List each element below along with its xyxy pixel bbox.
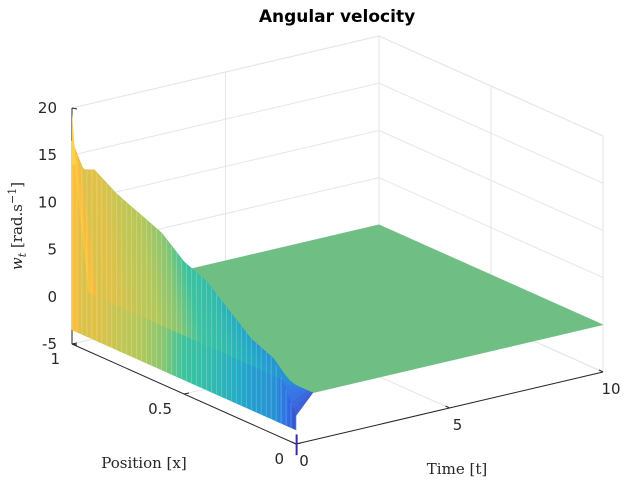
- tick-labels: 0 5 10 0 0.5 1-5 0 5 10 15 20: [38, 99, 621, 470]
- x-tick-label: 10: [601, 380, 620, 398]
- x-tick-mark: [598, 369, 604, 373]
- z-axis-label-sub: t: [16, 252, 29, 257]
- top-frame: [71, 35, 604, 137]
- z-tick-mark: [71, 343, 78, 346]
- z-axis-label: wt [rad.s−1]: [6, 182, 29, 270]
- z-tick-label: 15: [38, 146, 57, 164]
- z-tick-label: 0: [47, 288, 57, 306]
- z-tick-label: -5: [42, 335, 57, 353]
- z-tick-mark: [71, 107, 78, 110]
- z-gridline: [71, 82, 604, 184]
- z-axis-label-bracket-close: ]: [8, 182, 26, 188]
- z-tick-label: 20: [38, 99, 57, 117]
- z-axis-label-sup: −1: [6, 188, 19, 204]
- surface-spike: [72, 112, 76, 165]
- z-axis-label-bracket-open: [rad.s: [8, 204, 26, 253]
- z-tick-label: 10: [38, 193, 57, 211]
- y-tick-label: 0: [274, 450, 284, 468]
- surface: [71, 112, 604, 456]
- surface-strip: [278, 371, 282, 424]
- z-axis-label-base: w: [8, 257, 26, 270]
- y-tick-label: 1: [50, 350, 60, 368]
- chart-title: Angular velocity: [259, 7, 415, 27]
- x-tick-label: 0: [299, 452, 309, 470]
- x-tick-label: 5: [453, 416, 463, 434]
- surface-strip: [280, 377, 284, 425]
- y-axis-label: Position [x]: [101, 454, 186, 472]
- x-tick-mark: [445, 405, 450, 409]
- surface-strip: [283, 383, 287, 426]
- y-tick-label: 0.5: [148, 400, 172, 418]
- z-tick-label: 5: [47, 241, 57, 259]
- y-tick-mark: [183, 392, 190, 395]
- z-gridline: [71, 35, 604, 137]
- z-gridline: [71, 129, 604, 231]
- surface-strip: [71, 140, 75, 332]
- x-axis-label: Time [t]: [427, 460, 487, 478]
- x-tick-mark: [291, 441, 297, 445]
